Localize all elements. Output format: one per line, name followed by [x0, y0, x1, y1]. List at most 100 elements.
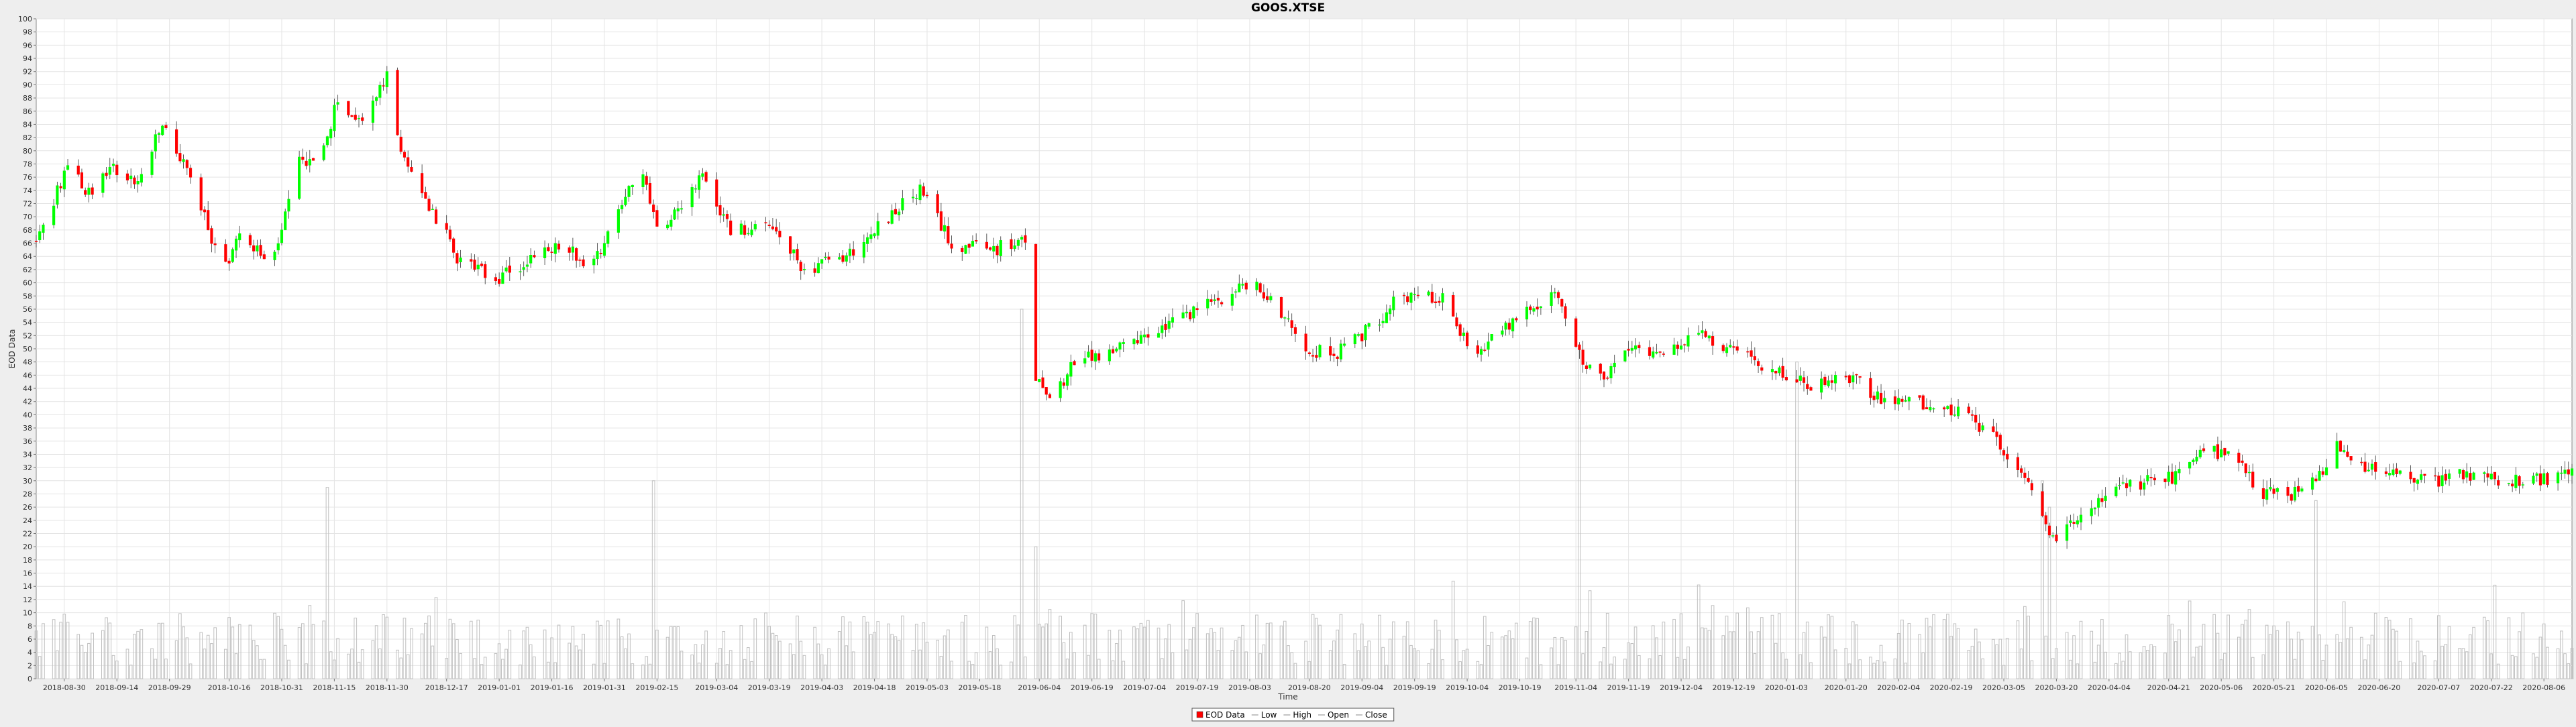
candle-down [1529, 306, 1532, 311]
volume-bar [2563, 653, 2567, 679]
candle-down [2044, 515, 2047, 524]
volume-bar [1062, 642, 1066, 679]
candle-down [224, 244, 227, 262]
candle-up [641, 174, 645, 187]
volume-bar [2300, 639, 2304, 679]
x-tick-label: 2019-12-04 [1660, 683, 1703, 692]
volume-bar [1704, 628, 1707, 679]
volume-bar [2118, 653, 2121, 679]
candle-down [508, 266, 511, 273]
candle-down [480, 264, 484, 266]
volume-bar [1686, 647, 1690, 679]
volume-bar [182, 626, 185, 679]
candle-down [473, 260, 476, 270]
volume-bar [816, 643, 820, 679]
volume-bar [2321, 660, 2325, 679]
y-tick-label: 82 [23, 133, 32, 142]
volume-bar [911, 650, 915, 679]
candle-down [771, 226, 775, 229]
candle-up [616, 209, 620, 233]
volume-bar [2290, 638, 2294, 679]
candle-down [1879, 392, 1883, 404]
candle-down [76, 165, 80, 175]
volume-bar [1953, 623, 1957, 679]
candle-down [1967, 406, 1970, 414]
volume-bar [105, 617, 108, 679]
volume-bar [991, 635, 996, 679]
x-tick-label: 2018-12-17 [425, 683, 468, 692]
volume-bar [2384, 617, 2388, 679]
candle-up [1122, 342, 1125, 344]
candle-up [816, 263, 820, 274]
volume-bar [1255, 614, 1258, 679]
volume-bar [665, 636, 669, 679]
candle-down [1307, 352, 1311, 354]
candle-down [2072, 522, 2076, 524]
volume-bar [582, 634, 585, 679]
candle-up [256, 245, 259, 251]
candle-up [1108, 349, 1111, 361]
candle-down [498, 278, 501, 284]
candle-up [1956, 406, 1960, 416]
volume-bar [1528, 621, 1532, 679]
volume-bar [2398, 661, 2402, 679]
volume-bar [1283, 620, 1287, 679]
candle-down [1266, 296, 1269, 300]
candle-up [1139, 335, 1142, 344]
volume-bar [641, 664, 645, 679]
volume-bar [2559, 630, 2563, 679]
volume-bar [52, 619, 56, 679]
volume-bar [1630, 643, 1634, 679]
candle-down [1062, 382, 1065, 386]
volume-bar [950, 661, 953, 679]
candle-up [2563, 469, 2567, 474]
candle-down [1483, 349, 1487, 351]
candle-down [354, 115, 357, 120]
volume-bar [1978, 641, 1981, 679]
candle-down [2223, 447, 2226, 455]
candle-up [136, 181, 140, 184]
volume-bar [2251, 657, 2255, 679]
candle-up [2392, 469, 2395, 476]
volume-bar [259, 659, 262, 679]
candle-up [287, 199, 290, 212]
volume-bar [1893, 659, 1897, 679]
volume-bar [256, 645, 259, 679]
volume-bar [848, 621, 852, 679]
volume-bar [1882, 661, 1886, 679]
candle-down [178, 153, 182, 162]
candle-up [1185, 311, 1188, 314]
candle-down [961, 247, 964, 252]
candle-down [796, 249, 799, 261]
candle-up [1413, 294, 1416, 296]
volume-bar [2237, 636, 2241, 679]
candle-up [624, 197, 627, 205]
candle-up [1339, 343, 1342, 359]
volume-bar [869, 634, 873, 679]
candle-up [1441, 293, 1444, 303]
volume-bar [329, 651, 333, 679]
candle-down [1676, 344, 1679, 349]
candle-down [1858, 376, 1862, 378]
x-tick-label: 2019-04-03 [800, 683, 843, 692]
candle-up [2300, 488, 2304, 492]
candle-up [631, 184, 634, 187]
y-tick-label: 44 [23, 384, 32, 393]
candle-down [852, 249, 855, 256]
candle-up [129, 175, 133, 179]
volume-bar [1851, 621, 1855, 679]
candle-up [1389, 309, 1392, 315]
candle-down [347, 101, 350, 115]
candle-down [2461, 470, 2465, 480]
volume-bar [2125, 634, 2129, 679]
volume-bar [1122, 661, 1126, 679]
volume-bar [725, 664, 729, 679]
candle-down [1585, 365, 1588, 369]
volume-bar [1588, 590, 1592, 679]
candle-up [2275, 488, 2279, 492]
candle-up [571, 246, 574, 253]
volume-bar [2030, 660, 2034, 679]
volume-bar [750, 661, 753, 679]
volume-bar [901, 615, 904, 679]
volume-bar [308, 605, 312, 679]
